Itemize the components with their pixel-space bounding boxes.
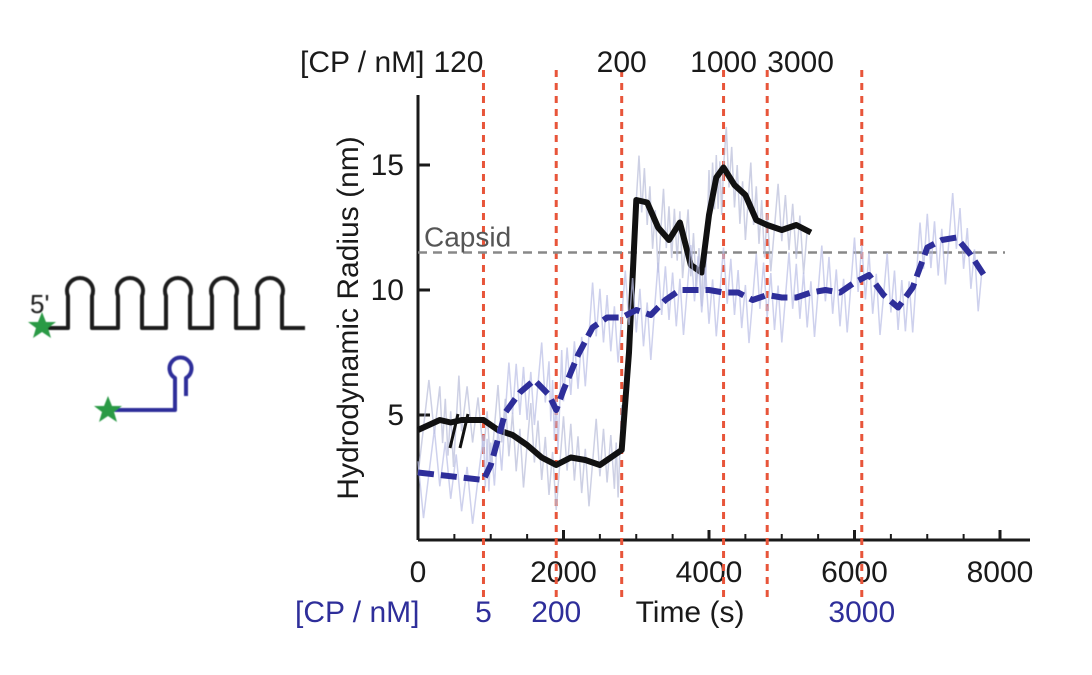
- y-axis-title: Hydrodynamic Radius (nm): [332, 136, 365, 499]
- capsid-reference: Capsid: [418, 222, 1005, 254]
- bottom-cp-value: 3000: [828, 596, 895, 629]
- x-axis-title: Time (s): [636, 596, 745, 629]
- series-group: [416, 126, 989, 524]
- series-line: [417, 234, 989, 483]
- top-cp-value: 1000: [690, 46, 757, 79]
- x-tick-label: 2000: [530, 556, 597, 589]
- y-tick-label: 15: [371, 149, 404, 182]
- tick-group: 0 2000 4000 6000 8000 5 10 15: [371, 149, 1034, 589]
- capsid-label: Capsid: [424, 222, 511, 253]
- series-raw-trace: [417, 193, 983, 524]
- short-rna-strand: [110, 355, 194, 412]
- concentration-markers: [481, 70, 864, 600]
- rna-schematic: 5': [28, 276, 305, 422]
- top-cp-value: 200: [597, 46, 647, 79]
- bottom-cp-prefix: [CP / nM]: [295, 596, 419, 629]
- long-rna-strand: [45, 276, 305, 330]
- annotation-group: [CP / nM] 120 200 1000 3000 [CP / nM] 5 200 3000: [295, 46, 895, 629]
- fluorophore-star-blue-icon: [94, 396, 122, 422]
- x-tick-label: 6000: [821, 556, 888, 589]
- bottom-cp-value: 200: [531, 596, 581, 629]
- y-tick-label: 10: [371, 274, 404, 307]
- fluorophore-star-black-icon: [28, 312, 56, 338]
- top-cp-value: 120: [433, 46, 483, 79]
- axis-break-icon: [448, 413, 470, 449]
- top-cp-prefix: [CP / nM]: [300, 46, 424, 79]
- top-cp-value: 3000: [767, 46, 834, 79]
- x-tick-label: 0: [410, 556, 427, 589]
- x-tick-label: 4000: [676, 556, 743, 589]
- five-prime-label: 5': [30, 289, 49, 319]
- x-tick-label: 8000: [967, 556, 1034, 589]
- y-tick-label: 5: [387, 399, 404, 432]
- bottom-cp-value: 5: [475, 596, 492, 629]
